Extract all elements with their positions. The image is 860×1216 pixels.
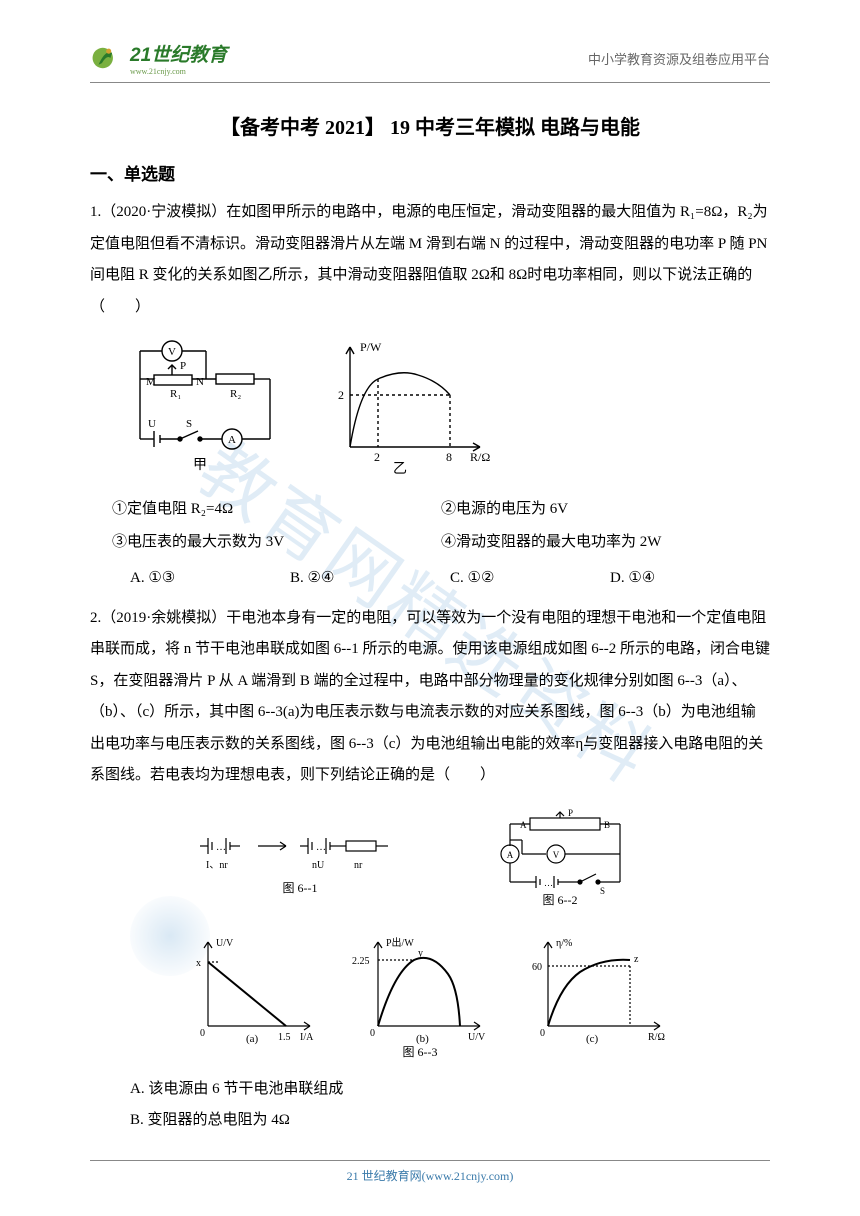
svg-text:(b): (b) bbox=[416, 1033, 429, 1045]
logo-text: 21世纪教育 bbox=[130, 40, 227, 67]
q1-stmt3: ③电压表的最大示数为 3V bbox=[112, 526, 441, 559]
svg-text:A: A bbox=[520, 820, 527, 830]
svg-text:z: z bbox=[634, 954, 639, 965]
q1-circuit-diagram: V P M N R₁ bbox=[120, 337, 290, 477]
svg-text:1.5: 1.5 bbox=[278, 1032, 291, 1043]
q2-figures-top: … I、nr … nU nr bbox=[90, 806, 770, 916]
svg-text:60: 60 bbox=[532, 962, 542, 973]
svg-text:R₁: R₁ bbox=[170, 388, 181, 400]
svg-text:…: … bbox=[544, 878, 553, 888]
svg-text:R/Ω: R/Ω bbox=[648, 1032, 665, 1043]
q1-statements: ①定值电阻 R₂=4Ω ②电源的电压为 6V ③电压表的最大示数为 3V ④滑动… bbox=[90, 493, 770, 559]
svg-text:V: V bbox=[553, 850, 560, 860]
svg-text:…: … bbox=[216, 842, 226, 853]
page-container: 21世纪教育 www.21cnjy.com 中小学教育资源及组卷应用平台 【备考… bbox=[0, 0, 860, 1205]
q2-answer-b[interactable]: B. 变阻器的总电阻为 4Ω bbox=[130, 1105, 770, 1137]
svg-text:0: 0 bbox=[200, 1028, 205, 1039]
svg-text:U/V: U/V bbox=[216, 938, 234, 949]
svg-text:P: P bbox=[180, 360, 186, 372]
q2-number: 2. bbox=[90, 610, 101, 626]
logo: 21世纪教育 www.21cnjy.com bbox=[90, 40, 227, 76]
svg-text:图 6--1: 图 6--1 bbox=[283, 881, 318, 895]
svg-text:2: 2 bbox=[338, 388, 344, 402]
svg-text:R/Ω: R/Ω bbox=[470, 450, 490, 464]
svg-text:图 6--2: 图 6--2 bbox=[543, 893, 578, 907]
svg-text:(c): (c) bbox=[586, 1033, 599, 1045]
svg-text:2: 2 bbox=[374, 450, 380, 464]
page-title: 【备考中考 2021】 19 中考三年模拟 电路与电能 bbox=[90, 111, 770, 140]
q2-source: （2019·余姚模拟） bbox=[101, 610, 226, 626]
svg-text:(a): (a) bbox=[246, 1033, 259, 1045]
q1-choices: A. ①③ B. ②④ C. ①② D. ①④ bbox=[90, 563, 770, 595]
svg-text:nr: nr bbox=[354, 860, 363, 871]
q1-stmt2: ②电源的电压为 6V bbox=[441, 493, 770, 526]
svg-text:P出/W: P出/W bbox=[386, 936, 414, 949]
svg-text:0: 0 bbox=[370, 1028, 375, 1039]
svg-text:甲: 甲 bbox=[193, 458, 207, 473]
question-1: 1.（2020·宁波模拟）在如图甲所示的电路中，电源的电压恒定，滑动变阻器的最大… bbox=[90, 197, 770, 595]
q1-graph: P/W R/Ω 2 2 8 乙 bbox=[330, 337, 490, 477]
q1-figures: V P M N R₁ bbox=[120, 337, 770, 477]
page-header: 21世纪教育 www.21cnjy.com 中小学教育资源及组卷应用平台 bbox=[90, 40, 770, 83]
svg-text:x: x bbox=[196, 958, 201, 969]
header-right-text: 中小学教育资源及组卷应用平台 bbox=[588, 49, 770, 68]
q2-figures-bottom: U/V I/A x 1.5 0 (a) P出/W U/V bbox=[90, 930, 770, 1060]
logo-icon bbox=[90, 41, 124, 75]
q1-choice-c[interactable]: C. ①② bbox=[450, 563, 610, 595]
q2-text: 干电池本身有一定的电阻，可以等效为一个没有电阻的理想干电池和一个定值电阻串联而成… bbox=[90, 610, 770, 784]
q1-text: 在如图甲所示的电路中，电源的电压恒定，滑动变阻器的最大阻值为 R₁=8Ω，R₂为… bbox=[90, 204, 768, 315]
q1-number: 1. bbox=[90, 204, 101, 220]
q1-choice-b[interactable]: B. ②④ bbox=[290, 563, 450, 595]
svg-text:乙: 乙 bbox=[393, 461, 407, 477]
q1-source: （2020·宁波模拟） bbox=[101, 204, 226, 220]
svg-text:M: M bbox=[146, 376, 156, 388]
svg-text:0: 0 bbox=[540, 1028, 545, 1039]
svg-text:8: 8 bbox=[446, 450, 452, 464]
svg-text:A: A bbox=[228, 434, 236, 446]
q1-stmt4: ④滑动变阻器的最大电功率为 2W bbox=[441, 526, 770, 559]
q2-answer-a[interactable]: A. 该电源由 6 节干电池串联组成 bbox=[130, 1074, 770, 1106]
svg-text:nU: nU bbox=[312, 860, 325, 871]
svg-text:I、nr: I、nr bbox=[206, 860, 228, 871]
svg-text:P: P bbox=[568, 808, 573, 818]
svg-text:U: U bbox=[148, 418, 156, 430]
svg-text:R₂: R₂ bbox=[230, 388, 241, 400]
svg-text:I/A: I/A bbox=[300, 1032, 314, 1043]
svg-text:V: V bbox=[168, 346, 176, 358]
section-heading: 一、单选题 bbox=[90, 160, 770, 185]
svg-text:2.25: 2.25 bbox=[352, 956, 370, 967]
svg-text:A: A bbox=[507, 850, 514, 860]
svg-text:y: y bbox=[418, 948, 423, 959]
q1-stmt1: ①定值电阻 R₂=4Ω bbox=[112, 493, 441, 526]
q1-choice-d[interactable]: D. ①④ bbox=[610, 563, 770, 595]
q1-choice-a[interactable]: A. ①③ bbox=[130, 563, 290, 595]
logo-url: www.21cnjy.com bbox=[130, 67, 227, 76]
svg-text:B: B bbox=[604, 820, 610, 830]
svg-text:图 6--3: 图 6--3 bbox=[403, 1045, 438, 1059]
svg-text:U/V: U/V bbox=[468, 1032, 486, 1043]
svg-text:S: S bbox=[600, 886, 605, 896]
question-2: 2.（2019·余姚模拟）干电池本身有一定的电阻，可以等效为一个没有电阻的理想干… bbox=[90, 603, 770, 1137]
svg-text:…: … bbox=[316, 842, 326, 853]
q2-answers: A. 该电源由 6 节干电池串联组成 B. 变阻器的总电阻为 4Ω bbox=[90, 1074, 770, 1137]
svg-text:N: N bbox=[196, 376, 204, 388]
svg-text:η/%: η/% bbox=[556, 938, 572, 949]
svg-text:P/W: P/W bbox=[360, 340, 382, 354]
svg-text:S: S bbox=[186, 418, 192, 430]
